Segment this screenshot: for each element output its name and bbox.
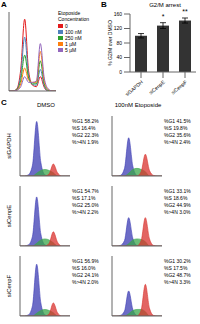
html-text:%>4N 2.2%: %>4N 2.2% — [72, 209, 99, 215]
svg-text:0: 0 — [119, 69, 122, 75]
svg-text:80: 80 — [116, 40, 122, 46]
html-text:%G2 48.7%: %G2 48.7% — [164, 272, 191, 278]
html-text:%S 16.0%: %S 16.0% — [72, 265, 96, 271]
svg-text:siCenpF: siCenpF — [8, 274, 12, 297]
html-text:%>4N 3.3%: %>4N 3.3% — [164, 279, 191, 285]
html-text:%S 17.5%: %S 17.5% — [164, 265, 188, 271]
html-text:5 µM: 5 µM — [65, 47, 77, 53]
svg-text:*: * — [162, 13, 165, 20]
svg-text:siGAPDH: siGAPDH — [124, 79, 145, 98]
html-text:%>4N 2.0%: %>4N 2.0% — [72, 279, 99, 285]
svg-text:160: 160 — [114, 11, 123, 17]
html-text:100nM Etoposide: 100nM Etoposide — [114, 102, 162, 108]
html-text:1 µM: 1 µM — [65, 41, 77, 47]
html-text:%G1 41.5%: %G1 41.5% — [164, 118, 191, 124]
svg-text:siCenpE: siCenpE — [148, 78, 167, 95]
html-text:250 nM: 250 nM — [65, 35, 82, 41]
html-text:%>4N 3.0%: %>4N 3.0% — [164, 209, 191, 215]
html-text:%>4N 1.9%: %>4N 1.9% — [72, 139, 99, 145]
html-text:0: 0 — [65, 23, 68, 29]
svg-text:siGAPDH: siGAPDH — [8, 133, 12, 159]
html-text:%G2 35.6%: %G2 35.6% — [164, 132, 191, 138]
html-text:Etoposide Concentration: Etoposide Concentration — [58, 10, 90, 22]
svg-text:siCenpE: siCenpE — [8, 205, 12, 228]
html-text:G2/M arrest: G2/M arrest — [149, 2, 181, 8]
html-text:%G2 25.0%: %G2 25.0% — [72, 202, 99, 208]
html-text:%>4N 2.4%: %>4N 2.4% — [164, 139, 191, 145]
html-text:%G1 58.2%: %G1 58.2% — [72, 118, 99, 124]
html-text:%G1 56.9%: %G1 56.9% — [72, 258, 99, 264]
html-text:%G1 54.7%: %G1 54.7% — [72, 188, 99, 194]
html-text:%G2 22.3%: %G2 22.3% — [72, 132, 99, 138]
html-text:%G1 33.1%: %G1 33.1% — [164, 188, 191, 194]
svg-text:40: 40 — [116, 54, 122, 60]
svg-text:% G2/M over DMSO: % G2/M over DMSO — [107, 20, 113, 66]
html-text:%S 17.1%: %S 17.1% — [72, 195, 96, 201]
html-text:B: B — [101, 0, 107, 9]
html-text:%G2 44.9%: %G2 44.9% — [164, 202, 191, 208]
html-text:C: C — [1, 98, 7, 107]
svg-text:120: 120 — [114, 25, 123, 31]
html-text:%S 19.8%: %S 19.8% — [164, 125, 188, 131]
html-text:%G2 24.1%: %G2 24.1% — [72, 272, 99, 278]
html-text:%S 16.4%: %S 16.4% — [72, 125, 96, 131]
svg-text:**: ** — [182, 8, 188, 15]
svg-text:siCenpF: siCenpF — [170, 79, 188, 96]
html-text:A: A — [1, 0, 7, 9]
html-text:100 nM: 100 nM — [65, 29, 82, 35]
html-text:%S 18.6%: %S 18.6% — [164, 195, 188, 201]
html-text:DMSO: DMSO — [37, 102, 55, 108]
html-text:%G1 30.2%: %G1 30.2% — [164, 258, 191, 264]
